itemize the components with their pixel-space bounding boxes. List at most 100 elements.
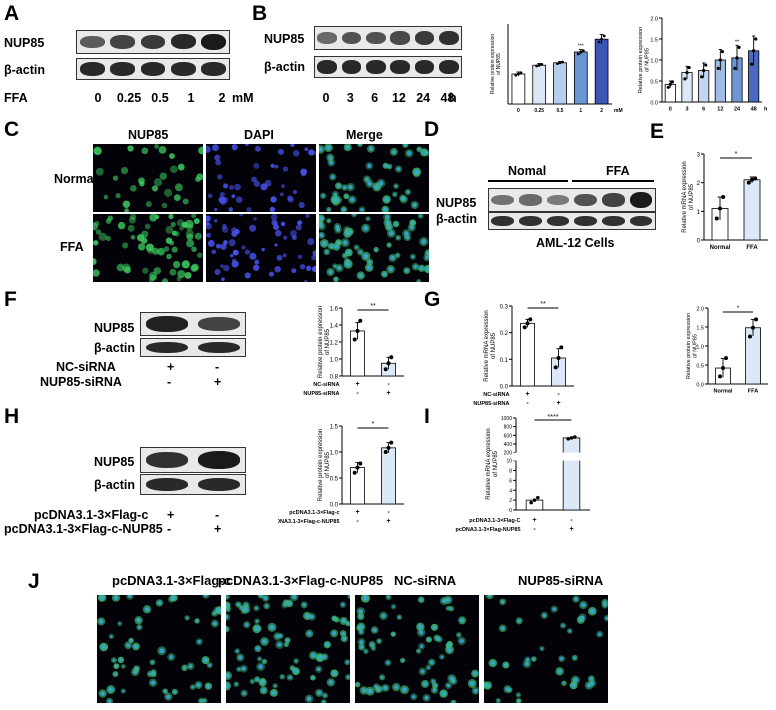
nup85-band [365, 31, 386, 45]
y-tick-label: 2.0 [696, 307, 704, 313]
y-axis-label: Relative protein expressionof NUP85 [686, 313, 699, 379]
h-row-flag-c-nup85: pcDNA3.1-3×Flag-c-NUP85 [4, 522, 163, 536]
nup85-band [574, 193, 598, 207]
nup85-band [145, 452, 189, 468]
condition-sign: + [386, 390, 390, 397]
bar [350, 467, 365, 505]
y-tick-label: 1.0 [330, 358, 339, 364]
actin-band [201, 62, 227, 76]
data-point [750, 62, 754, 66]
y-tick-label: 400 [504, 442, 513, 448]
data-point [553, 365, 558, 370]
significance-mark: ** [540, 301, 546, 308]
data-point [525, 321, 530, 326]
blot-a-nup85 [76, 30, 230, 54]
data-point [528, 317, 533, 322]
data-point [566, 436, 570, 441]
data-point [748, 334, 752, 339]
data-point [737, 45, 741, 50]
micrograph-normal-merge [319, 144, 429, 212]
significance-mark: ** [735, 39, 740, 45]
f-nup85-label: NUP85 [94, 321, 135, 335]
bar [743, 179, 761, 241]
j-col-1: pcDNA3.1-3×Flag-c-NUP85 [218, 573, 384, 588]
nup85-band [197, 451, 241, 469]
y-tick-label: 1.2 [330, 341, 339, 347]
actin-band [574, 215, 598, 227]
h-sign-0-1: - [215, 508, 220, 522]
a-nup85-label: NUP85 [4, 36, 45, 50]
data-point [721, 366, 725, 371]
data-point [718, 374, 722, 379]
data-point [355, 328, 360, 333]
time-label: 48 [440, 91, 455, 105]
j-col-0: pcDNA3.1-3×Flag-c [112, 573, 231, 588]
panel-label-a: A [4, 2, 20, 25]
y-tick-label: 0.5 [696, 364, 704, 370]
condition-sign: + [556, 400, 560, 407]
nup85-band [197, 317, 241, 331]
actin-band [197, 341, 241, 354]
actin-band [629, 215, 653, 227]
data-point [389, 440, 394, 445]
data-point [702, 68, 706, 73]
y-axis-label: Relative protein expressionof NUP85 [490, 34, 502, 95]
y-tick-label: 0.8 [330, 375, 339, 381]
data-point [532, 498, 537, 502]
b-actin-label: β-actin [264, 60, 305, 74]
x-tick-label: 24 [734, 107, 741, 113]
significance-mark: * [372, 421, 375, 428]
data-point [579, 50, 583, 54]
x-tick-label: 0 [669, 107, 672, 113]
chart-b-dose: Relative protein expressionof NUP85 0 0.25… [490, 24, 623, 114]
data-point [597, 40, 601, 44]
data-point [683, 77, 687, 81]
data-point [750, 177, 754, 182]
nup85-band [201, 33, 227, 50]
data-point [687, 65, 691, 70]
nup85-band [602, 193, 625, 207]
data-point [352, 337, 357, 342]
data-point [718, 58, 722, 62]
y-tick-label: 1.4 [330, 324, 339, 330]
nup85-band [341, 31, 362, 45]
y-tick-label: 600 [504, 433, 513, 439]
c-row-ffa: FFA [60, 240, 84, 254]
y-tick-label: 0.5 [330, 477, 339, 483]
y-tick-label: 2.0 [650, 17, 658, 23]
condition-sign: + [569, 526, 573, 533]
y-tick-label: 0.3 [500, 305, 509, 311]
data-point [386, 445, 391, 450]
significance-mark: ** [370, 303, 376, 310]
data-point [569, 436, 574, 440]
data-point [600, 37, 603, 41]
h-sign-1-0: - [167, 522, 172, 536]
blot-h-actin [140, 474, 246, 495]
x-unit: h [764, 107, 768, 113]
f-sign-0-1: - [215, 360, 220, 374]
b-unit: h [449, 91, 457, 105]
condition-row-label: NUP85-siRNA [303, 391, 339, 397]
y-tick-label: 4 [509, 488, 512, 494]
y-tick-label: 0.0 [330, 503, 339, 509]
data-point [558, 61, 562, 65]
y-axis-label: Relative protein expressionof NUP85 [638, 27, 651, 93]
data-point [685, 71, 689, 75]
d-group-ffa: FFA [606, 164, 630, 178]
blot-d-actin [488, 212, 656, 230]
y-axis-label: Relative mRNA expressionof NUP85 [484, 310, 497, 381]
blot-d-nup85 [488, 188, 656, 212]
bar [532, 64, 547, 105]
nup85-band [170, 34, 196, 50]
y-tick-label: 6 [509, 478, 512, 484]
data-point [753, 176, 758, 181]
nup85-band [79, 35, 105, 48]
condition-sign: - [570, 517, 573, 524]
y-axis-label: Relative protein expressionof NUP85 [318, 306, 331, 378]
y-tick-label: 1.0 [650, 59, 658, 65]
data-point [559, 345, 564, 350]
bar [562, 437, 581, 511]
x-tick-label: 2 [600, 108, 603, 114]
